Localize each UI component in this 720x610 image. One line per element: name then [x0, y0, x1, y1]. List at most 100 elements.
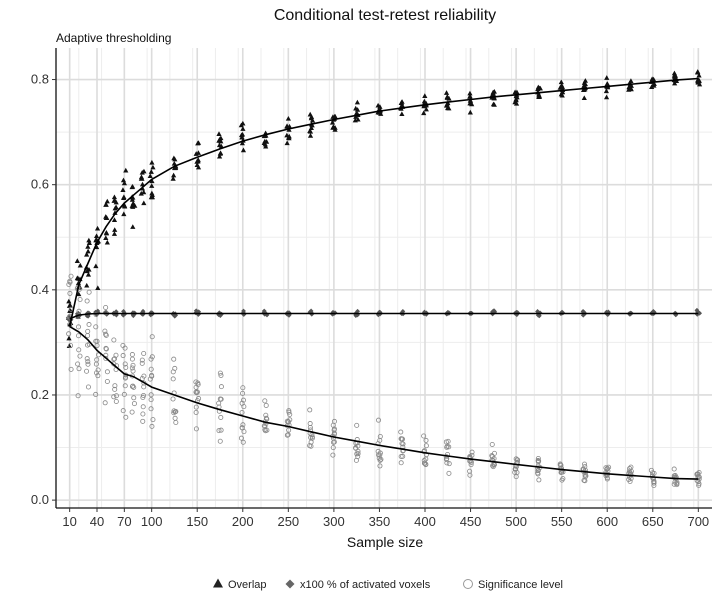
- overlap-point: [467, 93, 473, 99]
- significance-point: [75, 361, 81, 367]
- significance-point: [112, 383, 118, 389]
- overlap-point: [149, 159, 155, 165]
- y-tick-label: 0.4: [31, 282, 49, 297]
- overlap-point: [77, 262, 83, 268]
- significance-point: [104, 369, 110, 375]
- significance-point: [285, 432, 291, 438]
- overlap-point: [84, 282, 90, 288]
- overlap-point: [239, 131, 246, 137]
- overlap-point: [195, 140, 202, 145]
- significance-point: [649, 473, 655, 479]
- significance-point: [582, 461, 588, 467]
- overlap-point: [422, 93, 428, 98]
- activated-voxels-point: [148, 312, 154, 318]
- series-mean-line-2: [69, 325, 699, 480]
- overlap-point: [66, 298, 72, 304]
- significance-point: [194, 389, 200, 395]
- significance-point: [75, 393, 81, 399]
- y-tick-label: 0.8: [31, 72, 49, 87]
- overlap-point: [85, 271, 92, 277]
- significance-point: [218, 427, 224, 433]
- overlap-point: [581, 83, 587, 88]
- overlap-point: [141, 200, 147, 206]
- significance-point: [239, 409, 245, 415]
- significance-point: [377, 463, 383, 469]
- significance-point: [240, 385, 246, 391]
- activated-voxels-point: [120, 312, 126, 318]
- overlap-point: [112, 205, 118, 211]
- significance-point: [286, 427, 292, 433]
- significance-point: [558, 462, 564, 468]
- overlap-point: [582, 78, 588, 83]
- overlap-point: [352, 117, 358, 123]
- significance-point: [240, 422, 246, 428]
- overlap-point: [444, 94, 450, 99]
- significance-point: [85, 333, 91, 339]
- x-tick-label: 250: [277, 514, 299, 529]
- x-tick-label: 200: [232, 514, 254, 529]
- significance-point: [263, 412, 269, 418]
- significance-point: [131, 395, 137, 401]
- overlap-point: [285, 115, 291, 121]
- overlap-point: [399, 103, 405, 108]
- significance-point: [469, 449, 475, 455]
- significance-point: [582, 474, 588, 480]
- significance-point: [68, 366, 74, 372]
- overlap-point: [195, 164, 202, 170]
- plot-background: [56, 48, 712, 508]
- overlap-point: [93, 263, 99, 269]
- significance-point: [285, 419, 291, 425]
- overlap-point: [284, 140, 290, 146]
- overlap-point: [696, 72, 702, 78]
- significance-point: [95, 352, 101, 358]
- overlap-point: [150, 164, 156, 170]
- overlap-point: [149, 178, 155, 184]
- significance-point: [141, 392, 147, 398]
- overlap-point: [85, 248, 91, 254]
- overlap-point: [559, 92, 565, 98]
- significance-point: [77, 297, 83, 303]
- overlap-point: [66, 303, 73, 308]
- overlap-point: [139, 176, 145, 181]
- significance-point: [240, 439, 246, 445]
- axes: 0.0 0.2 0.4 0.6 0.8 10 40 70 100 150 200 250 300 350 4…: [31, 48, 712, 529]
- significance-point: [149, 423, 155, 429]
- overlap-point: [329, 119, 336, 125]
- significance-point: [671, 481, 677, 487]
- significance-point: [86, 289, 92, 295]
- overlap-point: [132, 203, 138, 208]
- overlap-point: [130, 224, 136, 229]
- y-tick-label: 0.2: [31, 387, 49, 402]
- significance-point: [93, 312, 99, 318]
- significance-point: [355, 448, 361, 454]
- significance-point: [140, 418, 146, 424]
- legend-label: Overlap: [228, 579, 267, 591]
- significance-point: [398, 429, 404, 435]
- overlap-point: [194, 162, 200, 167]
- significance-point: [85, 359, 91, 365]
- overlap-point: [696, 77, 702, 83]
- overlap-point: [149, 190, 155, 196]
- significance-point: [263, 402, 269, 408]
- significance-point: [377, 452, 383, 458]
- overlap-point: [353, 114, 359, 119]
- significance-point: [123, 414, 129, 420]
- grid: [56, 48, 712, 508]
- overlap-point: [129, 183, 136, 189]
- overlap-point: [129, 197, 135, 202]
- significance-point: [376, 417, 382, 423]
- significance-point: [129, 352, 135, 358]
- significance-point: [582, 472, 588, 478]
- overlap-point: [193, 151, 199, 156]
- overlap-point: [171, 172, 177, 178]
- overlap-point: [491, 88, 497, 94]
- significance-point: [218, 414, 224, 420]
- overlap-point: [121, 211, 127, 217]
- significance-point: [120, 353, 126, 359]
- overlap-point: [103, 230, 110, 236]
- overlap-point: [559, 84, 566, 90]
- overlap-point: [421, 110, 427, 116]
- significance-point: [467, 468, 473, 474]
- overlap-point: [84, 268, 90, 274]
